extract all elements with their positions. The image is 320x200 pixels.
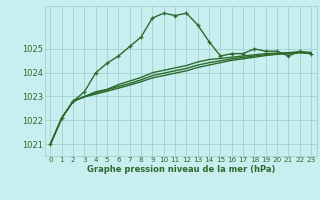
X-axis label: Graphe pression niveau de la mer (hPa): Graphe pression niveau de la mer (hPa) <box>87 165 275 174</box>
